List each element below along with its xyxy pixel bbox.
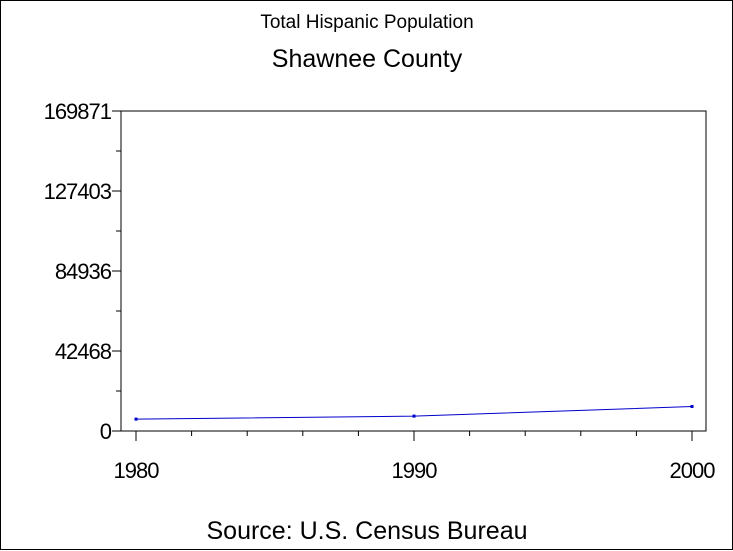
source-note: Source: U.S. Census Bureau (207, 517, 528, 545)
x-tick-label: 2000 (670, 458, 716, 483)
y-tick-label: 84936 (55, 259, 112, 284)
x-tick-label: 1980 (114, 458, 160, 483)
y-tick-label: 42468 (55, 339, 112, 364)
data-point (690, 405, 694, 409)
x-tick-label: 1990 (392, 458, 438, 483)
y-tick-label: 169871 (44, 99, 112, 124)
y-tick-label: 127403 (44, 179, 112, 204)
y-axis: 0 42468 84936 127403 169871 (44, 99, 121, 444)
data-point (412, 414, 416, 418)
series-layer (134, 405, 694, 421)
x-axis: 1980 1990 2000 (114, 431, 716, 483)
plot-area (120, 110, 707, 432)
chart-subtitle: Shawnee County (272, 45, 463, 73)
y-tick-label: 0 (100, 419, 112, 444)
chart-title: Total Hispanic Population (260, 12, 473, 33)
data-point (134, 417, 138, 421)
